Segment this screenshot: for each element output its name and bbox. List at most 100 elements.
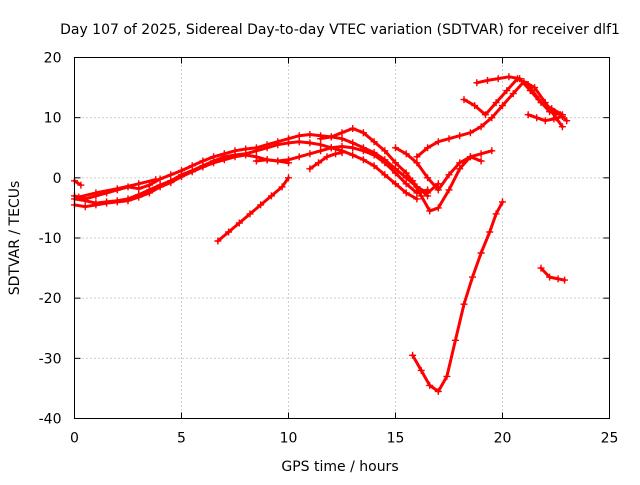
data-point — [295, 138, 303, 146]
data-point — [306, 131, 314, 138]
data-point — [499, 198, 506, 206]
data-point — [424, 192, 432, 200]
series-s8 — [306, 149, 346, 173]
data-point — [409, 177, 417, 185]
data-point — [477, 123, 485, 131]
data-point — [445, 186, 453, 194]
data-point — [434, 138, 442, 146]
data-point — [220, 150, 228, 158]
data-point — [492, 210, 500, 218]
data-point — [392, 165, 399, 173]
data-point — [199, 163, 207, 171]
data-point — [225, 228, 233, 236]
data-point — [473, 79, 481, 87]
series-s7 — [252, 156, 292, 167]
series-s16 — [409, 198, 506, 395]
data-point — [252, 144, 260, 152]
data-point — [317, 135, 325, 143]
data-point — [445, 171, 453, 179]
data-point — [113, 185, 121, 193]
series-line — [411, 155, 483, 213]
data-point — [370, 162, 378, 170]
x-tick-label: 20 — [494, 431, 512, 447]
data-point — [178, 173, 185, 181]
data-point — [274, 157, 282, 165]
data-point — [434, 186, 442, 194]
data-point — [409, 351, 417, 359]
data-point — [370, 138, 378, 146]
series-line — [254, 158, 290, 165]
data-point — [417, 192, 425, 200]
data-point — [477, 157, 485, 165]
data-point — [456, 132, 464, 140]
series-line — [73, 179, 83, 187]
data-point — [561, 276, 569, 284]
data-point — [402, 169, 410, 177]
data-point — [327, 144, 335, 152]
x-tick-label: 25 — [601, 431, 619, 447]
series-s14 — [473, 73, 566, 119]
data-point — [242, 145, 250, 153]
data-point — [156, 183, 164, 191]
data-point — [338, 135, 346, 143]
data-point — [167, 171, 175, 179]
data-point — [295, 153, 303, 161]
data-point — [546, 273, 554, 281]
data-point — [451, 336, 459, 344]
data-point — [516, 75, 524, 83]
data-point — [92, 189, 100, 197]
data-point — [359, 144, 367, 152]
data-point — [338, 143, 346, 150]
data-point — [235, 219, 243, 227]
data-point — [558, 113, 566, 120]
series-s9 — [317, 125, 432, 200]
data-point — [424, 144, 432, 152]
data-point — [471, 102, 479, 110]
data-point — [338, 129, 346, 137]
data-point — [526, 87, 534, 95]
data-point — [434, 180, 442, 188]
data-point — [426, 207, 434, 215]
data-point — [359, 156, 367, 164]
y-axis-label: SDTVAR / TECUs — [7, 181, 23, 296]
data-point — [359, 129, 367, 137]
data-point — [92, 201, 100, 209]
data-point — [445, 135, 453, 143]
data-point — [537, 99, 545, 107]
data-point — [392, 180, 399, 188]
data-point — [554, 275, 562, 283]
x-tick-label: 10 — [280, 431, 298, 447]
series-s2 — [71, 143, 432, 211]
data-point — [167, 179, 175, 187]
data-point — [503, 87, 511, 95]
data-point — [466, 153, 474, 161]
data-point — [413, 159, 421, 167]
series-s17 — [537, 264, 569, 284]
data-point — [413, 153, 421, 161]
data-point — [550, 115, 558, 123]
series-s15 — [524, 111, 566, 125]
data-point — [81, 203, 89, 211]
y-tick-label: 20 — [44, 51, 62, 67]
data-point — [274, 138, 282, 146]
data-point — [443, 372, 451, 380]
data-point — [392, 159, 399, 167]
series-line — [216, 176, 290, 243]
data-point — [434, 204, 442, 212]
data-point — [75, 193, 83, 201]
tick-layer: 0 5 10 15 20 25 -40 -30 -20 -10 0 10 20 — [39, 51, 619, 447]
data-point — [402, 180, 410, 188]
data-point — [481, 111, 489, 119]
data-point — [533, 114, 541, 122]
data-point — [214, 237, 222, 245]
data-point — [285, 174, 292, 182]
x-axis-label: GPS time / hours — [281, 459, 398, 475]
data-point — [135, 193, 143, 201]
data-point — [178, 167, 185, 175]
data-point — [434, 387, 442, 395]
series-line — [411, 200, 504, 393]
data-point — [548, 105, 556, 113]
data-point — [477, 150, 485, 158]
